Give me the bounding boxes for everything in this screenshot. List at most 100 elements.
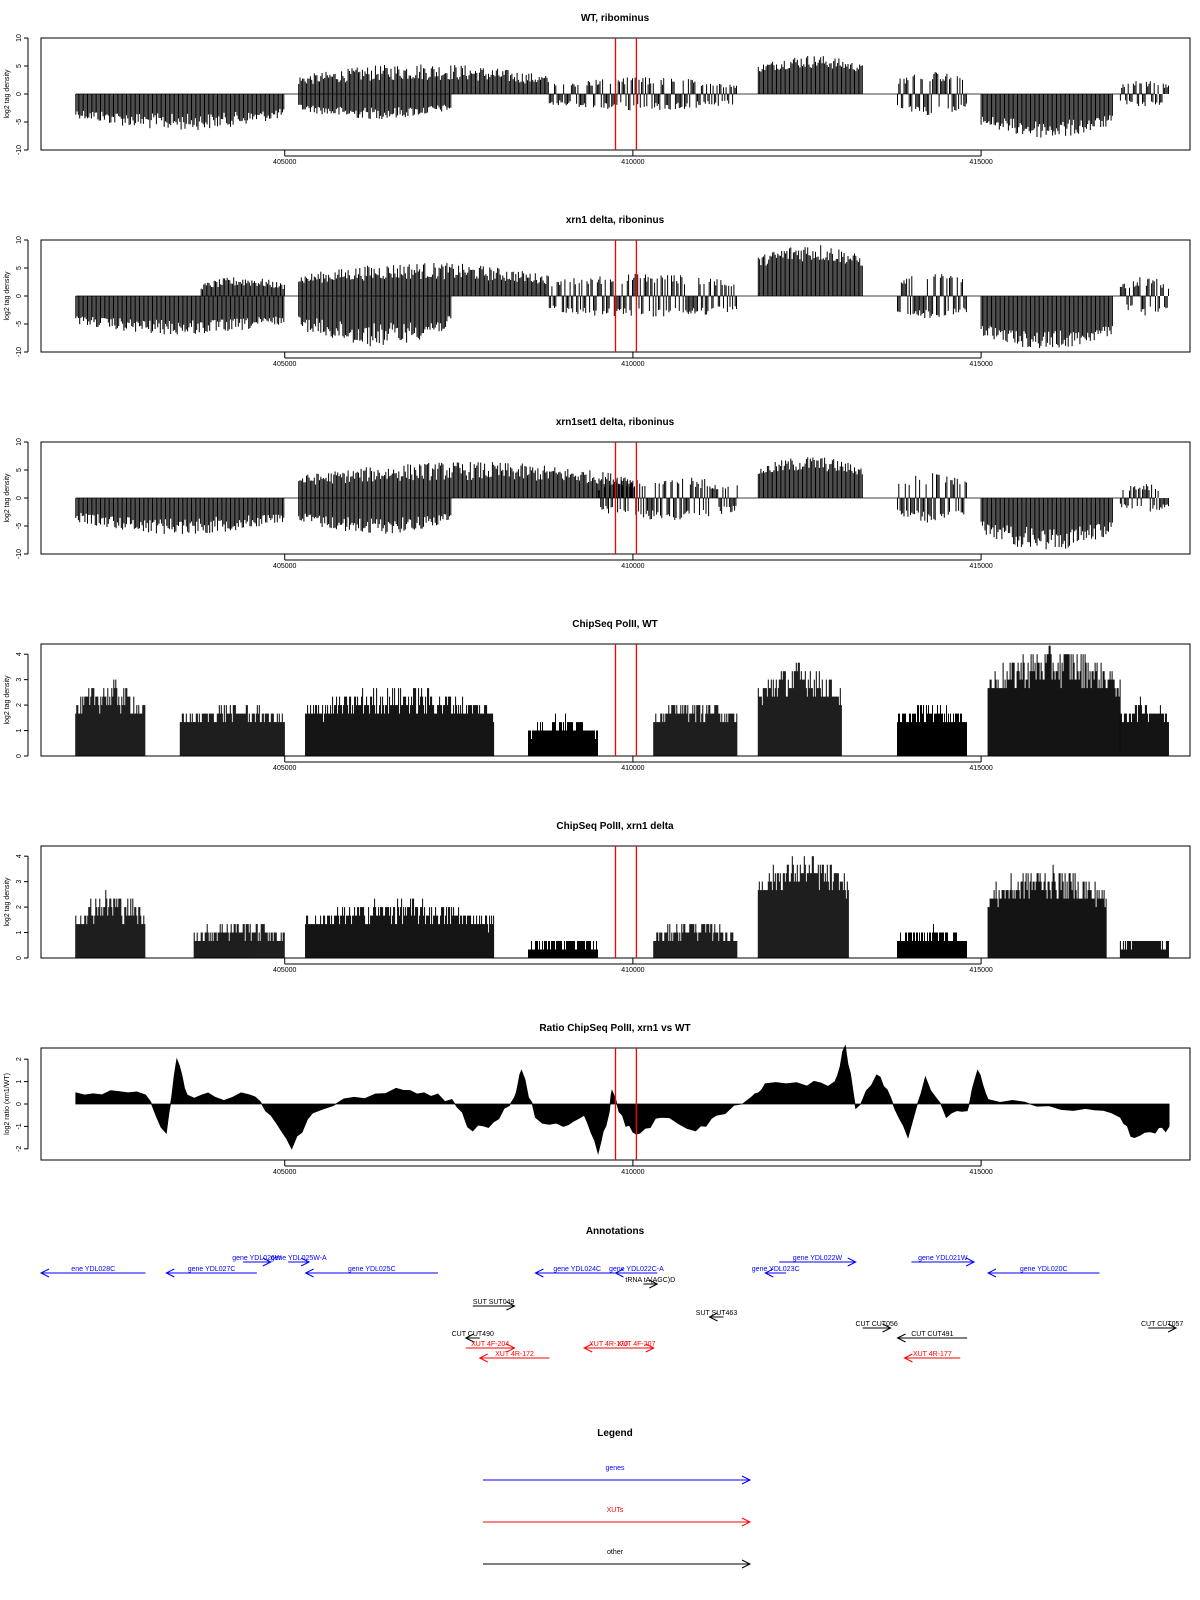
y-tick-label: -1 — [16, 1123, 23, 1129]
y-tick-label: -10 — [16, 145, 23, 155]
data-segment-2 — [193, 924, 285, 958]
x-tick-label: 405000 — [273, 1169, 296, 1176]
feature-label: CUT CUT491 — [911, 1331, 953, 1338]
arrow-head — [300, 1257, 311, 1267]
chart-panel-4: ChipSeq PolII, WT 0 1 2 3 4 log2 tag density 40… — [4, 619, 1191, 772]
y-tick-label: 0 — [16, 1102, 23, 1106]
ratio-area — [75, 1044, 1170, 1155]
feature-label: XUT 4R-172 — [495, 1351, 534, 1358]
x-tick-label: 405000 — [273, 361, 296, 368]
y-tick-label: 10 — [16, 34, 23, 42]
y-tick-label: -10 — [16, 347, 23, 357]
y-axis-label: log2 ratio (xrn1/WT) — [4, 1073, 11, 1135]
arrow-head — [986, 1268, 997, 1278]
x-tick-label: 415000 — [969, 765, 992, 772]
feature-arrow — [862, 1323, 892, 1333]
data-segment-3 — [298, 64, 549, 94]
y-axis-label: log2 tag density — [4, 877, 11, 927]
data-segment-6 — [757, 662, 842, 756]
chart-panel-5: ChipSeq PolII, xrn1 delta 0 1 2 3 4 log2 tag d… — [4, 821, 1191, 974]
y-tick-label: -5 — [16, 321, 23, 327]
data-segment-4 — [528, 713, 598, 756]
data-segment-9 — [1119, 277, 1169, 316]
y-tick-label: 2 — [16, 703, 23, 707]
feature-label: XUT 4R-177 — [913, 1351, 952, 1358]
feature-label: SUT SUT463 — [696, 1310, 738, 1317]
feature-label: gene YDL024C — [553, 1266, 601, 1273]
legend-panel: Legend genes XUTs other — [483, 1428, 752, 1569]
legend-label: genes — [605, 1465, 625, 1472]
arrow-head — [645, 1343, 655, 1353]
data-segment-5 — [548, 273, 737, 317]
feature-arrow — [242, 1257, 272, 1267]
x-tick-label: 405000 — [273, 967, 296, 974]
arrow-head — [534, 1268, 544, 1278]
arrow-head — [304, 1268, 314, 1278]
feature-arrow — [903, 1353, 961, 1363]
feature-arrow — [1148, 1323, 1178, 1333]
x-tick-label: 410000 — [621, 159, 644, 166]
legend-arrow — [483, 1475, 752, 1485]
feature-label: gene YDL022W — [793, 1255, 843, 1262]
x-tick-label: 415000 — [969, 563, 992, 570]
arrow-head — [847, 1257, 857, 1267]
y-tick-label: 2 — [16, 1057, 23, 1061]
data-segment-7 — [897, 274, 967, 318]
arrow-head — [741, 1475, 752, 1485]
x-tick-label: 410000 — [621, 563, 644, 570]
arrow-head — [39, 1268, 50, 1278]
y-tick-label: 0 — [16, 92, 23, 96]
feature-label: gene YDL025C — [348, 1266, 396, 1273]
data-segment-4 — [528, 941, 598, 958]
data-segment-5 — [653, 705, 738, 756]
data-segment-2 — [179, 705, 285, 756]
chart-title: ChipSeq PolII, xrn1 delta — [556, 821, 674, 832]
x-tick-label: 415000 — [969, 361, 992, 368]
y-axis-label: log2 tag density — [4, 473, 11, 523]
y-tick-label: -5 — [16, 523, 23, 529]
data-segment-8 — [987, 645, 1121, 756]
feature-arrow — [614, 1268, 658, 1278]
data-segment-4 — [597, 477, 738, 520]
arrow-head — [614, 1268, 624, 1278]
data-segment-8 — [1119, 81, 1169, 107]
data-segment-4 — [298, 263, 549, 296]
feature-arrow — [643, 1279, 659, 1289]
data-segment-8 — [980, 296, 1113, 349]
arrow-head — [708, 1312, 718, 1322]
data-segment-8 — [987, 864, 1107, 958]
feature-arrow — [465, 1343, 516, 1353]
data-segment-7 — [897, 705, 967, 756]
feature-label: gene YDL022C-A — [609, 1266, 664, 1273]
data-segment-9 — [1119, 696, 1169, 756]
y-tick-label: 10 — [16, 438, 23, 446]
feature-label: gene YDL021W — [918, 1255, 968, 1262]
y-axis-label: log2 tag density — [4, 69, 11, 119]
data-segment-6 — [897, 72, 967, 115]
y-tick-label: 4 — [16, 652, 23, 656]
arrow-head — [649, 1279, 659, 1289]
data-segment-1 — [75, 679, 146, 756]
arrow-head — [262, 1257, 272, 1267]
data-segment-1 — [75, 890, 146, 958]
data-segment-5 — [757, 457, 863, 498]
feature-label: XUT 4R-170 — [589, 1341, 628, 1348]
annotations-title: Annotations — [586, 1226, 645, 1237]
data-segment-3 — [305, 898, 495, 958]
chart-title: WT, ribominus — [581, 13, 650, 24]
y-tick-label: 5 — [16, 64, 23, 68]
y-tick-label: 5 — [16, 468, 23, 472]
arrow-head — [965, 1257, 976, 1267]
feature-arrow — [896, 1333, 968, 1343]
x-tick-label: 410000 — [621, 967, 644, 974]
data-segment-1 — [75, 498, 285, 534]
arrow-head — [506, 1343, 516, 1353]
y-tick-label: -5 — [16, 119, 23, 125]
chart-title: ChipSeq PolII, WT — [572, 619, 658, 630]
y-tick-label: 5 — [16, 266, 23, 270]
feature-arrow — [534, 1268, 619, 1278]
y-tick-label: 1 — [16, 930, 23, 934]
arrow-head — [1167, 1323, 1178, 1333]
feature-arrow — [472, 1301, 516, 1311]
